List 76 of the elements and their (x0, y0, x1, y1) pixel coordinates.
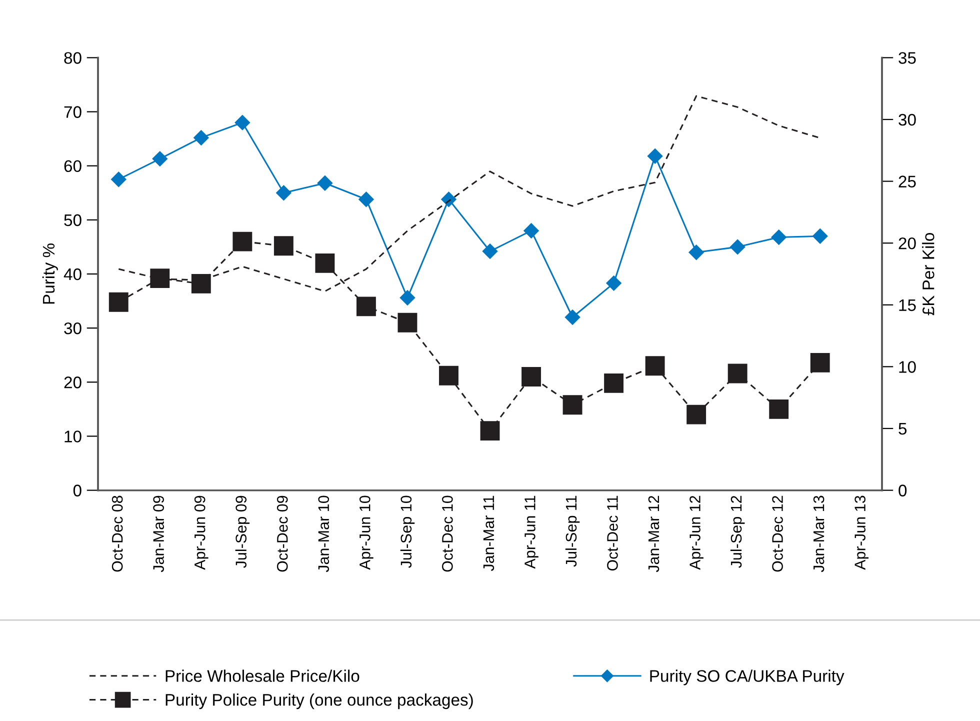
point (194, 130, 209, 146)
point (150, 268, 170, 288)
x-tick-label: Jan-Mar 10 (318, 496, 330, 572)
y-tick-label: 20 (64, 376, 82, 388)
point (645, 356, 665, 376)
legend-label: Purity SO CA/UKBA Purity (650, 670, 844, 686)
y-tick-label: 60 (64, 160, 82, 172)
point (152, 151, 168, 166)
point (564, 310, 580, 325)
point (274, 236, 294, 256)
point (482, 244, 498, 259)
x-tick-label: Oct-Dec 12 (772, 496, 783, 572)
point (606, 276, 622, 291)
y2-tick-label: 35 (898, 52, 916, 64)
y2-tick-label: 25 (898, 176, 916, 188)
point (686, 404, 706, 424)
point (810, 352, 830, 372)
y-tick-label: 10 (64, 430, 82, 442)
x-tick-label: Apr-Jun 13 (854, 496, 868, 570)
x-tick-label: Jan-Mar 11 (483, 496, 494, 572)
y2-tick-label: 10 (899, 361, 916, 373)
point (358, 192, 374, 207)
y-tick-label: 0 (73, 484, 82, 496)
point (771, 230, 786, 245)
y-tick-label: 70 (64, 106, 82, 118)
point (234, 115, 250, 130)
y2-tick-label: 30 (898, 114, 916, 126)
x-tick-label: Jul-Sep 10 (400, 496, 415, 568)
y-tick-label: 30 (64, 322, 82, 334)
y-tick-label: 50 (64, 214, 82, 226)
legend-label: Price Wholesale Price/Kilo (166, 670, 360, 682)
point (524, 223, 539, 238)
y-axis-title: Purity % (42, 244, 58, 304)
legend-label: Purity Police Purity (one ounce packages) (166, 694, 473, 710)
point (812, 228, 828, 244)
y-tick-label: 40 (64, 268, 82, 280)
point (769, 399, 789, 419)
x-tick-label: Oct-Dec 09 (276, 496, 288, 572)
x-tick-label: Apr-Jun 10 (359, 496, 374, 570)
point (647, 148, 663, 164)
y2-tick-label: 15 (899, 299, 916, 312)
x-tick-label: Apr-Jun 11 (524, 496, 538, 569)
point (728, 364, 748, 384)
x-tick-label: Oct-Dec 11 (607, 496, 618, 571)
point (276, 185, 292, 200)
x-tick-label: Jul-Sep 09 (235, 496, 250, 568)
point (398, 312, 418, 332)
point (604, 373, 624, 393)
y-tick-label: 80 (64, 52, 82, 64)
point (480, 421, 500, 441)
point (400, 290, 416, 306)
point (730, 239, 746, 255)
x-tick-label: Apr-Jun 09 (194, 496, 208, 570)
y2-tick-label: 20 (898, 237, 916, 250)
point (688, 244, 704, 260)
x-tick-label: Jan-Mar 09 (153, 496, 164, 572)
point (111, 172, 126, 187)
point (191, 274, 211, 294)
point (562, 395, 582, 415)
y2-axis-title: £K Per Kilo (922, 232, 934, 316)
x-tick-label: Jan-Mar 12 (648, 496, 660, 572)
point (232, 232, 252, 252)
point (522, 367, 541, 386)
x-tick-label: Jan-Mar 13 (813, 496, 824, 572)
y2-tick-label: 0 (898, 484, 907, 496)
x-tick-label: Jul-Sep 11 (565, 496, 580, 567)
point (315, 253, 335, 273)
x-tick-label: Jul-Sep 12 (730, 496, 745, 568)
point (439, 366, 458, 386)
y2-tick-label: 5 (898, 423, 907, 435)
point (356, 296, 376, 316)
point (317, 176, 333, 191)
x-tick-label: Oct-Dec 08 (112, 496, 123, 572)
x-tick-label: Apr-Jun 12 (690, 496, 704, 570)
x-tick-label: Oct-Dec 10 (442, 496, 453, 572)
point (108, 292, 128, 312)
